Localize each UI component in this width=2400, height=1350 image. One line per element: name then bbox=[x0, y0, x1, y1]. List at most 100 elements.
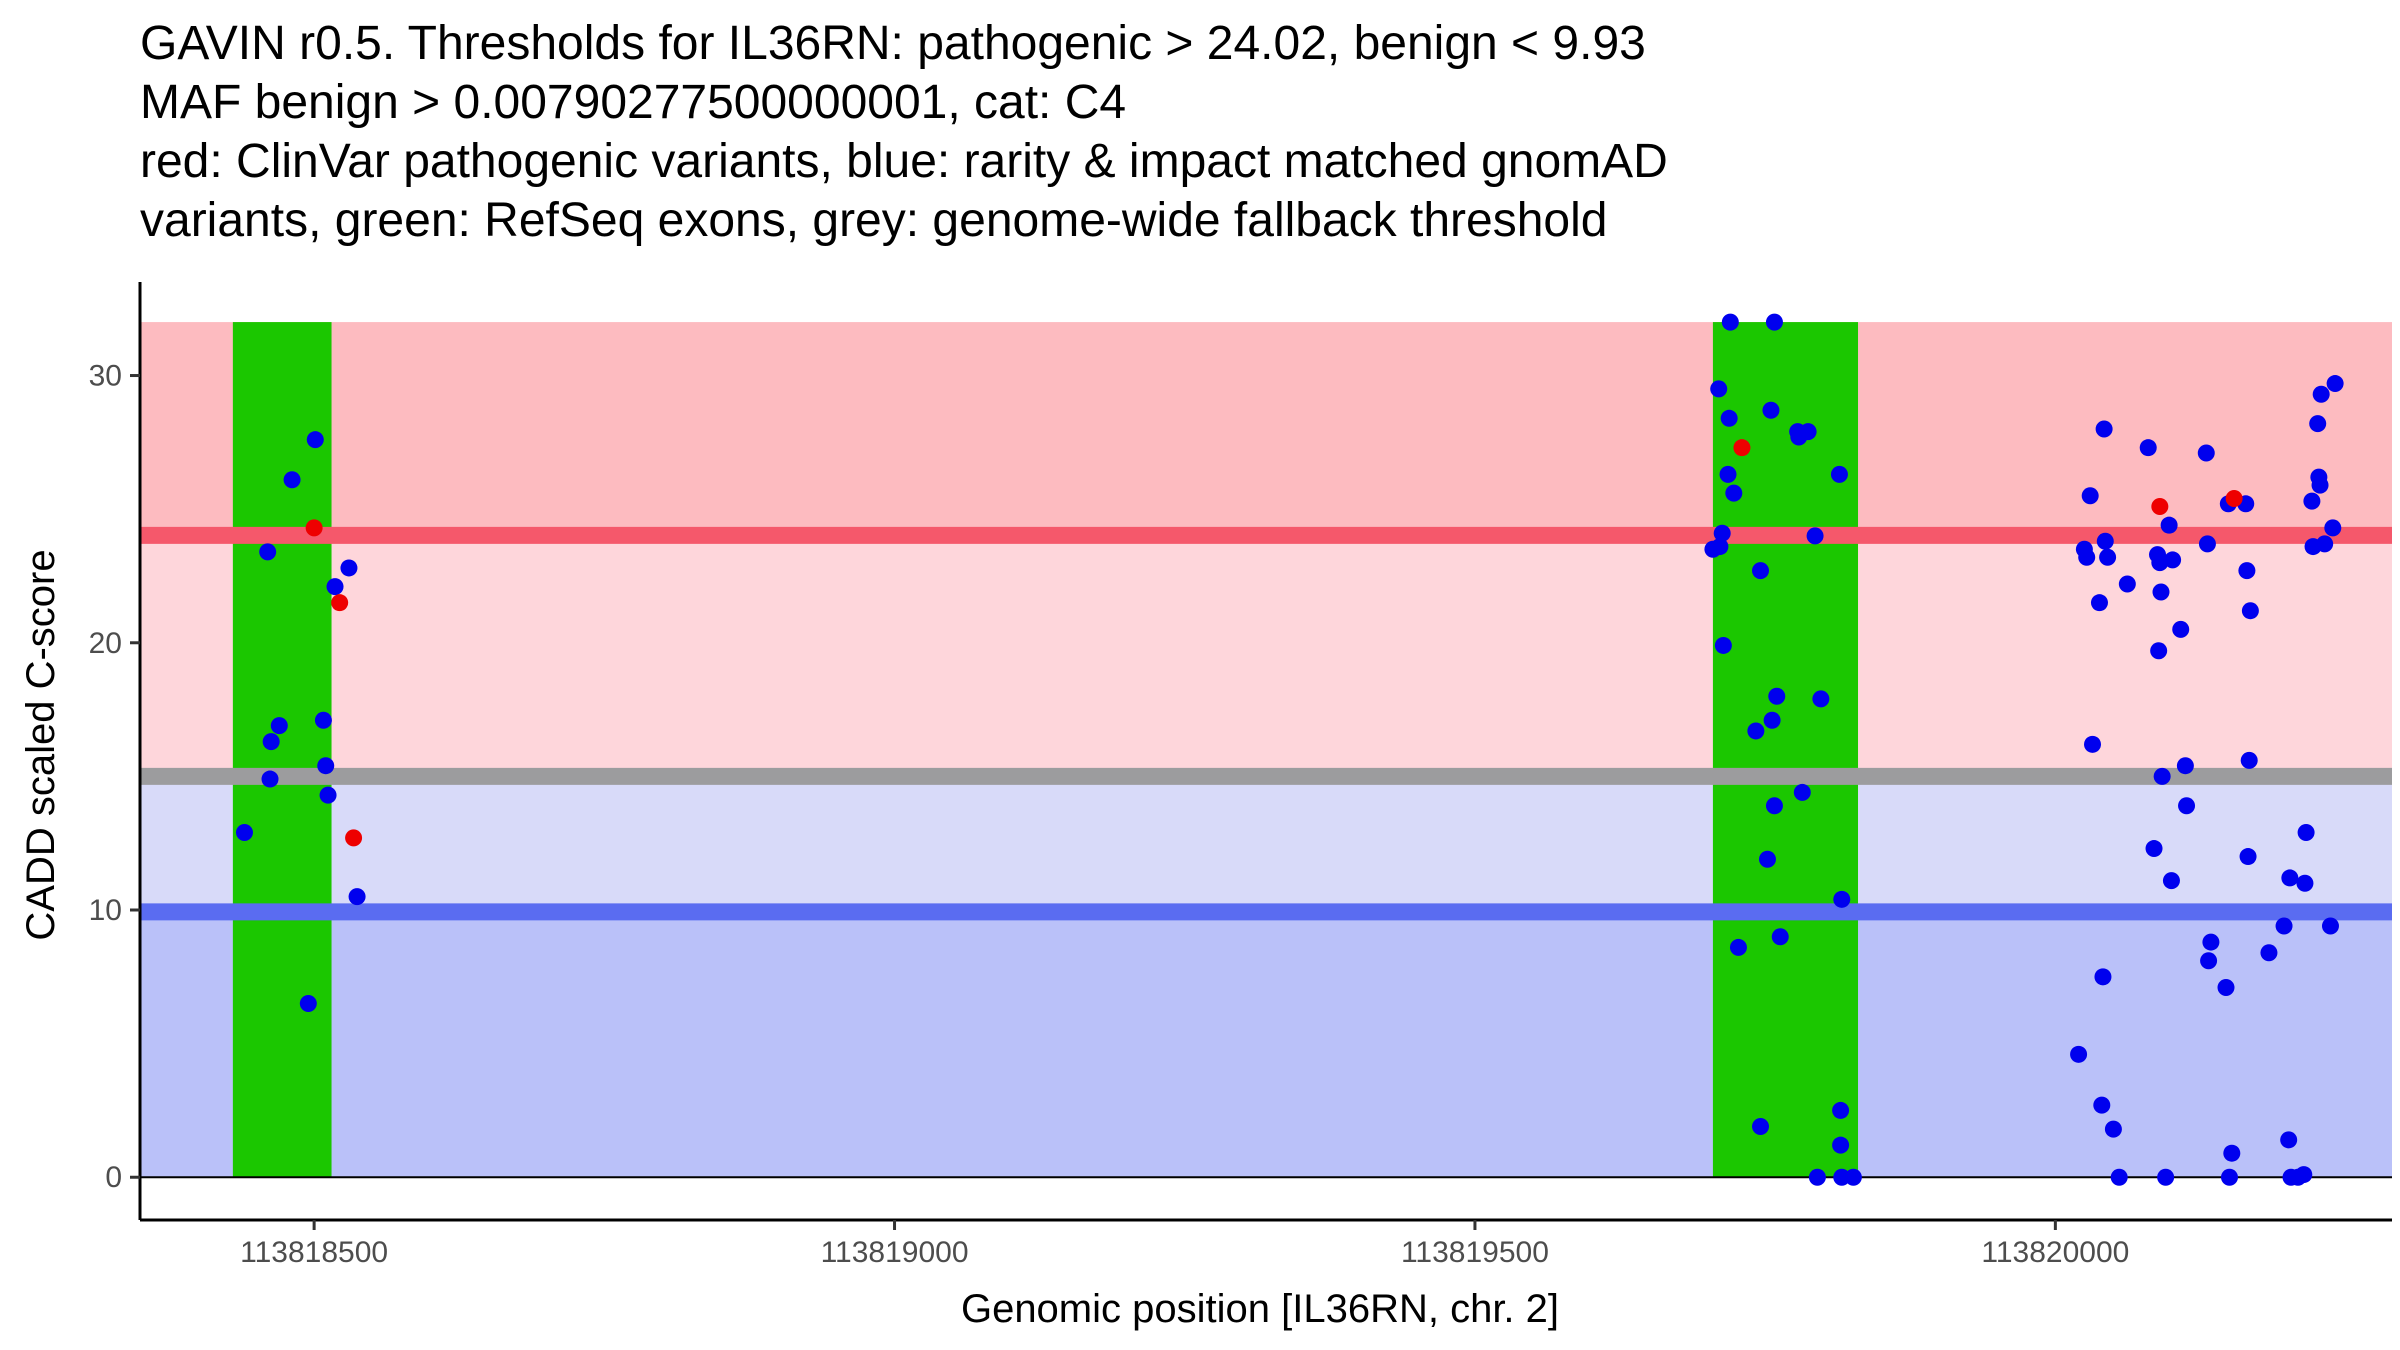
y-tick-label: 20 bbox=[89, 627, 122, 660]
clinvar-point bbox=[305, 519, 323, 537]
gnomad-point bbox=[2260, 944, 2278, 962]
gnomad-point bbox=[1752, 1117, 1770, 1135]
gnomad-point bbox=[2281, 869, 2299, 887]
gnomad-point bbox=[2240, 751, 2258, 769]
gnomad-point bbox=[2139, 439, 2157, 457]
gnomad-point bbox=[2198, 535, 2216, 553]
gnomad-point bbox=[2324, 519, 2342, 537]
gnomad-point bbox=[2152, 583, 2170, 601]
gnomad-point bbox=[235, 824, 253, 842]
gnomad-point bbox=[2096, 532, 2114, 550]
gnomad-point bbox=[2295, 1166, 2313, 1184]
gnomad-point bbox=[1799, 423, 1817, 441]
gnomad-point bbox=[1808, 1168, 1826, 1186]
gnomad-point bbox=[2145, 840, 2163, 858]
gnomad-point bbox=[1793, 783, 1811, 801]
gnomad-point bbox=[1806, 527, 1824, 545]
gnomad-point bbox=[1725, 484, 1743, 502]
gnomad-point bbox=[1833, 890, 1851, 908]
gnomad-point bbox=[2094, 968, 2112, 986]
gnomad-point bbox=[2275, 917, 2293, 935]
gnomad-point bbox=[1721, 313, 1739, 331]
gnomad-point bbox=[299, 995, 317, 1013]
exon-region-1 bbox=[232, 322, 332, 1178]
gnomad-point bbox=[2220, 1168, 2238, 1186]
gnomad-point bbox=[1713, 524, 1731, 542]
gnomad-point bbox=[2297, 824, 2315, 842]
x-tick-label: 113818500 bbox=[240, 1236, 388, 1269]
y-tick-label: 10 bbox=[89, 894, 122, 927]
gnomad-point bbox=[2070, 1045, 2088, 1063]
gnomad-point bbox=[1765, 313, 1783, 331]
axes: 0 10 20 30 113818500 113819000 113819500 113820… bbox=[89, 282, 2392, 1269]
gnomad-point bbox=[2238, 562, 2256, 580]
exon-region-2 bbox=[1712, 322, 1859, 1178]
gnomad-point bbox=[1771, 928, 1789, 946]
gnomad-point bbox=[259, 543, 277, 561]
gnomad-point bbox=[2202, 933, 2220, 951]
gnomad-point bbox=[2151, 554, 2169, 572]
title-line-2: MAF benign > 0.00790277500000001, cat: C… bbox=[140, 76, 1127, 129]
gnomad-point bbox=[2164, 551, 2182, 569]
y-tick-label: 30 bbox=[89, 360, 122, 393]
gnomad-point bbox=[2078, 548, 2096, 566]
gnomad-point bbox=[2150, 642, 2168, 660]
gnomad-point bbox=[348, 888, 366, 906]
threshold-bands bbox=[140, 322, 2392, 1178]
gnomad-point bbox=[2090, 594, 2108, 612]
x-tick-label: 113819500 bbox=[1401, 1236, 1549, 1269]
threshold-lines bbox=[140, 526, 2392, 1179]
gnomad-point bbox=[2223, 1144, 2241, 1162]
gnomad-point bbox=[2280, 1131, 2298, 1149]
gnomad-point bbox=[1830, 465, 1848, 483]
gnomad-point bbox=[340, 559, 358, 577]
gnomad-point bbox=[2326, 375, 2344, 393]
gnomad-point bbox=[2178, 797, 2196, 815]
gnomad-point bbox=[1762, 401, 1780, 419]
gnomad-point bbox=[1763, 711, 1781, 729]
data-points bbox=[235, 313, 2344, 1186]
gnomad-point bbox=[1711, 538, 1729, 556]
gnomad-point bbox=[1758, 850, 1776, 868]
gnomad-point bbox=[1765, 797, 1783, 815]
gnomad-point bbox=[270, 717, 288, 735]
gnomad-point bbox=[1812, 690, 1830, 708]
gnomad-point bbox=[2118, 575, 2136, 593]
gnomad-point bbox=[2176, 757, 2194, 775]
title-line-1: GAVIN r0.5. Thresholds for IL36RN: patho… bbox=[140, 17, 1646, 70]
lower-middle-band bbox=[140, 776, 2392, 912]
gnomad-point bbox=[2162, 872, 2180, 890]
clinvar-point bbox=[331, 594, 349, 612]
gnomad-point bbox=[2110, 1168, 2128, 1186]
gnomad-point bbox=[2296, 874, 2314, 892]
clinvar-point bbox=[2151, 497, 2169, 515]
gnomad-point bbox=[2104, 1120, 2122, 1138]
gnomad-point bbox=[2241, 602, 2259, 620]
gnomad-point bbox=[2093, 1096, 2111, 1114]
gnomad-point bbox=[2200, 952, 2218, 970]
clinvar-point bbox=[345, 829, 363, 847]
title-line-3: red: ClinVar pathogenic variants, blue: … bbox=[140, 135, 1668, 188]
gnomad-point bbox=[319, 786, 337, 804]
gnomad-point bbox=[1768, 687, 1786, 705]
gnomad-point bbox=[2084, 735, 2102, 753]
upper-middle-band bbox=[140, 535, 2392, 777]
gnomad-point bbox=[261, 770, 279, 788]
clinvar-point bbox=[2225, 489, 2243, 507]
x-tick-label: 113820000 bbox=[1981, 1236, 2129, 1269]
gnomad-point bbox=[2321, 917, 2339, 935]
gnomad-point bbox=[314, 711, 332, 729]
x-tick-label: 113819000 bbox=[821, 1236, 969, 1269]
gnomad-point bbox=[1747, 722, 1765, 740]
gnomad-point bbox=[326, 578, 344, 596]
y-axis-title: CADD scaled C-score bbox=[19, 549, 63, 940]
gnomad-point bbox=[2099, 548, 2117, 566]
pathogenic-band bbox=[140, 322, 2392, 536]
gnomad-point bbox=[2239, 848, 2257, 866]
gnomad-point bbox=[2095, 420, 2113, 438]
gnomad-point bbox=[283, 471, 301, 489]
gnomad-point bbox=[2217, 979, 2235, 997]
gnomad-point bbox=[1832, 1136, 1850, 1154]
gnomad-point bbox=[2172, 620, 2190, 638]
gnomad-point bbox=[1832, 1101, 1850, 1119]
